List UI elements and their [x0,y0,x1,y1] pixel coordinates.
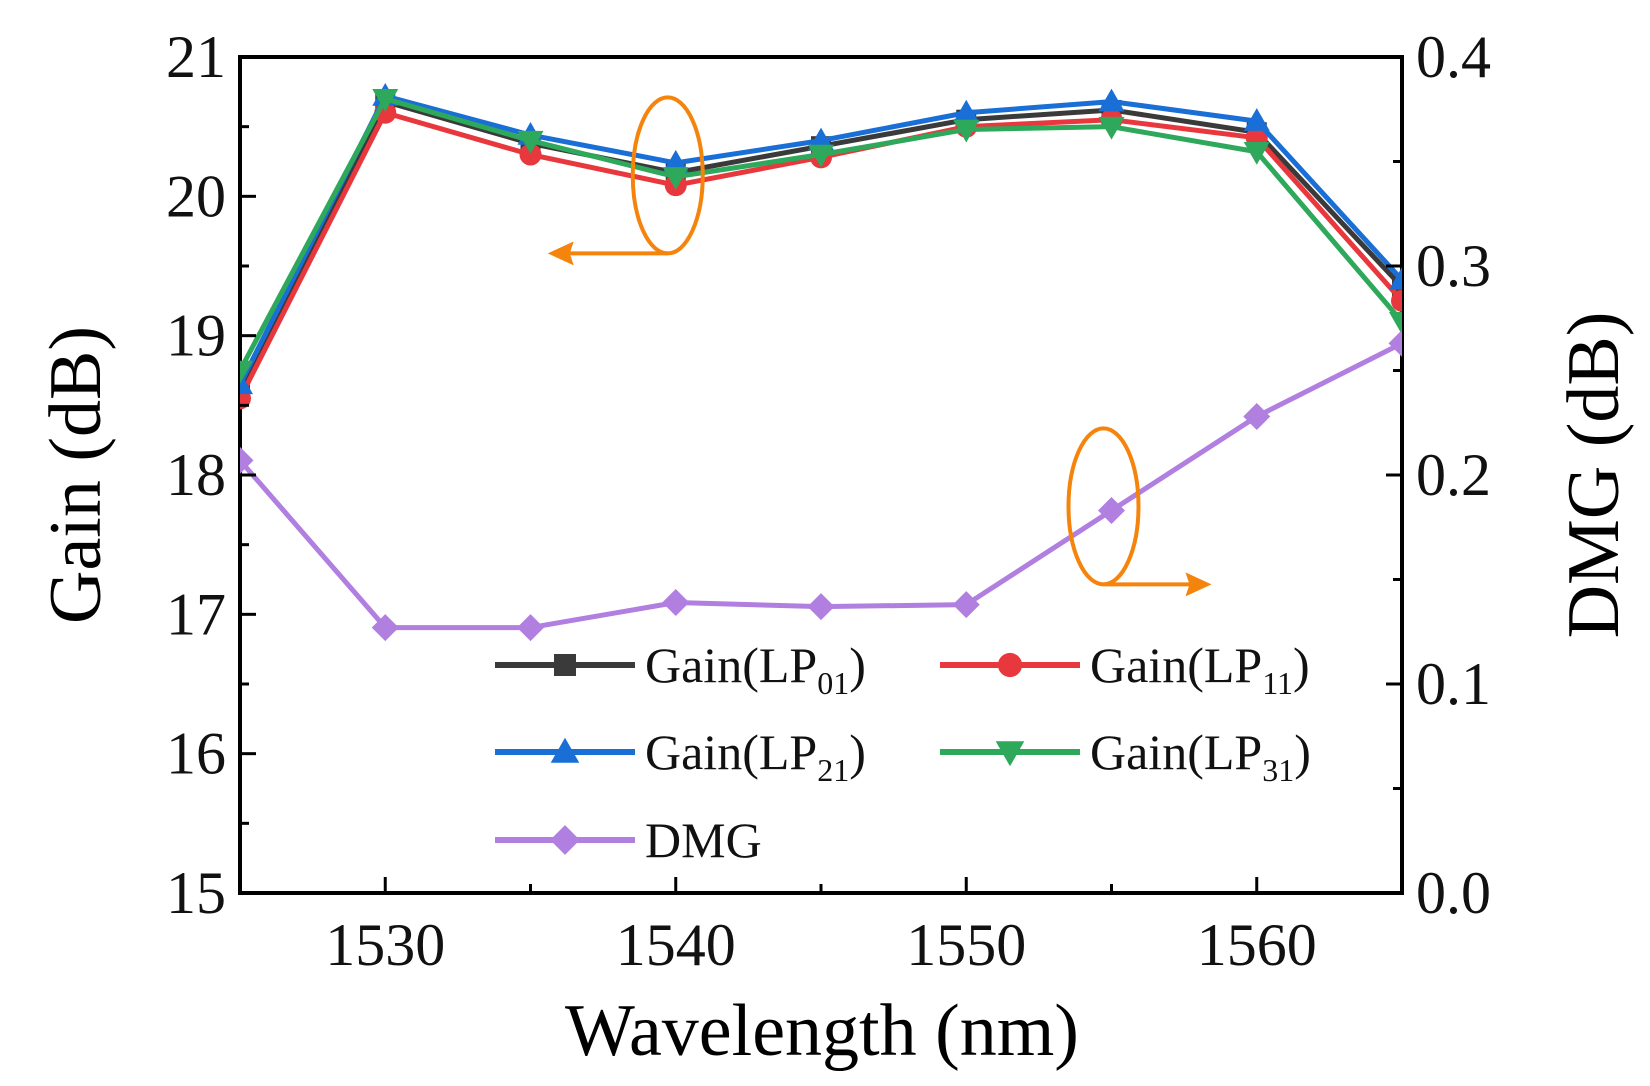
y2-axis-title: DMG (dB) [1553,312,1635,639]
data-point [953,119,980,143]
legend-label-sub: 31 [1262,752,1294,788]
data-point [372,89,399,112]
annotation-right-axis [1066,426,1212,597]
data-point [953,99,980,123]
y2-tick-label: 0.3 [1416,233,1491,299]
data-point [662,588,690,616]
y-tick-label: 19 [166,303,226,369]
legend-label-end: ) [849,637,866,693]
data-point [1389,311,1402,335]
data-point [662,149,689,173]
data-point [1098,88,1125,112]
data-point [1243,402,1271,430]
legend-label-main: Gain(LP [1090,724,1262,780]
legend-item: DMG [495,812,762,868]
y2-tick-label: 0.4 [1416,24,1491,90]
data-point [1388,329,1402,357]
y-tick-label: 16 [166,721,226,787]
legend-swatch-marker [550,825,580,855]
data-point [808,127,834,151]
legend-swatch-marker [554,654,576,676]
legend-item: Gain(LP01) [495,637,866,701]
y2-tick-label: 0.1 [1416,651,1491,717]
ticks-layer: 1530 1540 1550 1560 15 16 17 18 19 20 21 0.0 0.1 0.2 0… [166,24,1491,978]
data-point [517,130,544,154]
data-point [1389,266,1402,290]
data-point [1391,289,1402,312]
y-tick-label: 17 [166,581,226,647]
x-tick-label: 1560 [1197,912,1317,978]
legend-label-main: Gain(LP [1090,637,1262,693]
y-tick-label: 15 [166,860,226,926]
legend-label: Gain(LP21) [645,724,866,788]
legend-swatch-marker [550,737,580,763]
legend-label-main: Gain(LP [645,724,817,780]
data-point [662,167,689,190]
data-point [952,591,980,619]
data-point [1243,108,1270,131]
data-point [807,593,835,621]
annotation-arrowhead [1185,572,1212,597]
x-tick-label: 1550 [906,912,1026,978]
data-point [1243,141,1270,165]
annotation-arrowhead [547,241,574,266]
series-gain-lp31- [240,89,1402,384]
legend-label-sub: 21 [817,752,849,788]
data-point [1098,116,1125,140]
data-point [1098,497,1125,525]
x-tick-label: 1530 [325,912,445,978]
series-layer [240,83,1402,642]
series-dmg [240,329,1402,642]
y-tick-label: 18 [166,442,226,508]
legend-label: DMG [645,812,762,868]
data-point [517,614,544,642]
data-point [519,143,542,166]
legend-label: Gain(LP01) [645,637,866,701]
legend-label: Gain(LP11) [1090,637,1310,701]
legend-label-sub: 11 [1262,665,1293,701]
legend-label-main: Gain(LP [645,637,817,693]
legend-label-end: ) [849,724,866,780]
legend-label-main: DMG [645,812,762,868]
annotation-left-axis [547,95,705,266]
data-point [808,144,834,168]
legend-label: Gain(LP31) [1090,724,1311,788]
y2-tick-label: 0.2 [1416,442,1491,508]
x-tick-label: 1540 [616,912,736,978]
legend-item: Gain(LP21) [495,724,866,788]
data-point [240,446,254,474]
y-tick-label: 20 [166,163,226,229]
x-axis-title: Wavelength (nm) [565,990,1079,1072]
y-axis-title: Gain (dB) [35,326,117,624]
data-point [240,360,253,384]
y2-tick-label: 0.0 [1416,860,1491,926]
legend-label-end: ) [1294,724,1311,780]
legend-swatch-marker [995,741,1025,767]
legend-label-end: ) [1293,637,1310,693]
y-tick-label: 21 [166,24,226,90]
legend: Gain(LP01) Gain(LP11)Gain(LP21) Gain(LP31)… [495,637,1311,868]
legend-item: Gain(LP31) [940,724,1311,788]
legend-label-sub: 01 [817,665,849,701]
legend-item: Gain(LP11) [940,637,1310,701]
annotation-layer [547,95,1212,597]
data-point [371,614,399,642]
legend-swatch-marker [997,652,1023,678]
